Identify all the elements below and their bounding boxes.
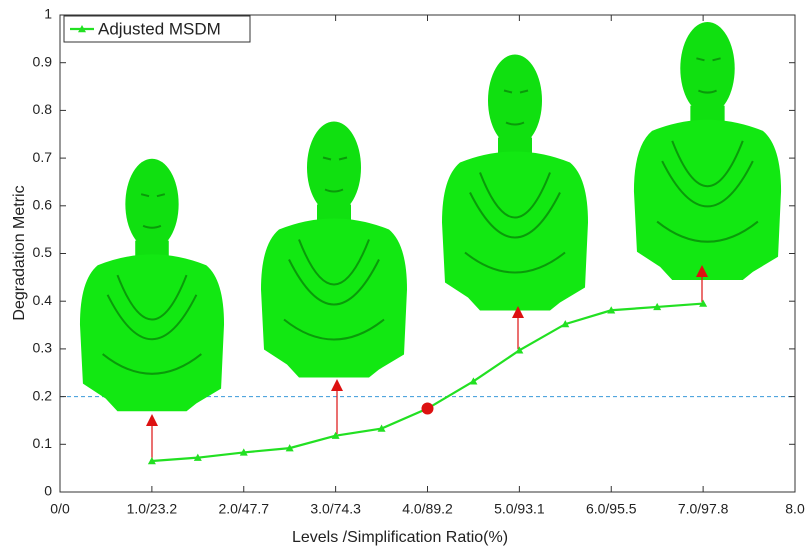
y-tick-label: 0.1 <box>33 435 53 451</box>
x-tick-label: 2.0/47.7 <box>218 501 269 517</box>
y-tick-label: 0.4 <box>33 292 53 308</box>
y-tick-label: 0.7 <box>33 149 53 165</box>
statue-image <box>442 55 588 311</box>
x-tick-label: 8.0 <box>785 501 805 517</box>
x-tick-label: 3.0/74.3 <box>310 501 361 517</box>
legend-label: Adjusted MSDM <box>98 19 221 38</box>
y-tick-label: 0.5 <box>33 244 53 260</box>
x-tick-label: 7.0/97.8 <box>678 501 729 517</box>
x-axis-label: Levels /Simplification Ratio(%) <box>292 529 508 546</box>
y-tick-label: 0.3 <box>33 340 53 356</box>
y-tick-label: 1 <box>44 6 52 22</box>
x-tick-label: 6.0/95.5 <box>586 501 637 517</box>
x-tick-label: 1.0/23.2 <box>127 501 178 517</box>
y-tick-label: 0.8 <box>33 101 53 117</box>
statue-image <box>80 159 224 412</box>
arrows <box>152 271 702 460</box>
x-tick-label: 0/0 <box>50 501 70 517</box>
y-tick-label: 0.9 <box>33 53 53 69</box>
y-tick-label: 0 <box>44 483 52 499</box>
statue-image <box>634 22 781 280</box>
data-line <box>152 304 703 461</box>
x-tick-label: 5.0/93.1 <box>494 501 545 517</box>
y-tick-label: 0.6 <box>33 197 53 213</box>
chart: Levels /Simplification Ratio(%) Degradat… <box>0 0 810 555</box>
highlight-point <box>422 403 434 415</box>
y-tick-label: 0.2 <box>33 387 53 403</box>
y-axis-label: Degradation Metric <box>11 185 28 320</box>
statues <box>80 22 781 411</box>
statue-image <box>261 122 407 378</box>
x-tick-label: 4.0/89.2 <box>402 501 453 517</box>
